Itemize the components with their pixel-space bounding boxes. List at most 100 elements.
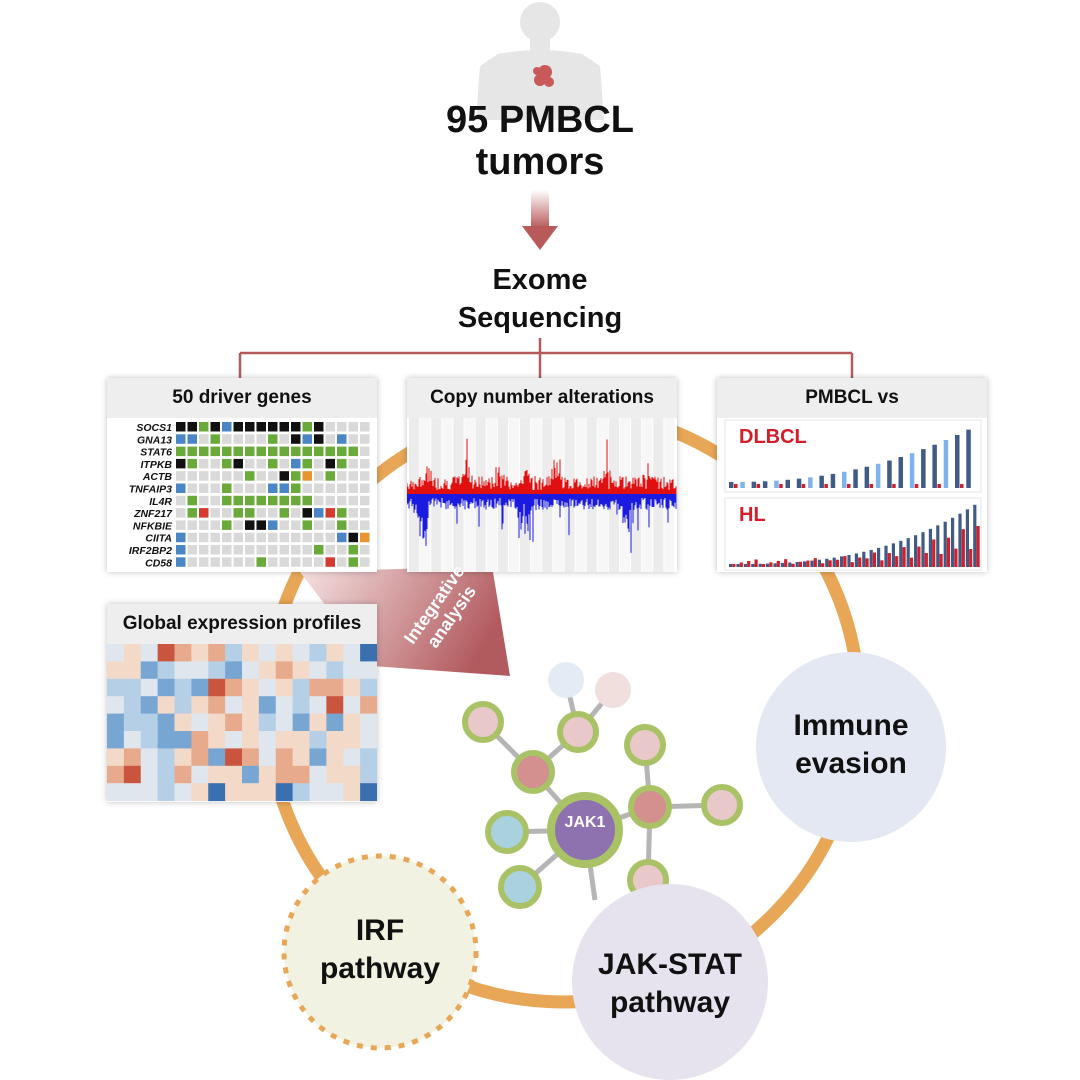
mutation-cell	[176, 458, 186, 469]
heatmap-cell	[157, 644, 175, 662]
heatmap-cell	[360, 731, 377, 749]
heatmap-cell	[208, 644, 226, 662]
irf-line1: IRF	[355, 914, 405, 947]
mutation-cell	[233, 483, 243, 493]
heatmap-cell	[225, 748, 243, 767]
mutation-cell	[348, 545, 358, 555]
heatmap-cell	[140, 783, 159, 802]
hl-bar-red	[747, 560, 751, 567]
mutation-cell	[222, 458, 232, 469]
mutation-cell	[176, 422, 186, 432]
heatmap-cell	[140, 765, 159, 784]
gene-label: SOCS1	[136, 422, 172, 434]
heatmap-cell	[258, 713, 277, 732]
heatmap-cell	[343, 644, 361, 662]
heatmap-cell	[123, 765, 142, 784]
mutation-cell	[279, 458, 289, 469]
tumor-title-line1: 95 PMBCL	[446, 99, 634, 141]
mutation-cell	[279, 545, 289, 555]
heatmap-cell	[107, 765, 125, 784]
heatmap-cell	[360, 765, 377, 784]
hl-bar	[884, 545, 888, 567]
heatmap-cell	[275, 661, 294, 680]
mutation-cell	[291, 483, 301, 493]
heatmap-cell	[292, 696, 310, 715]
mutation-cell	[222, 446, 232, 457]
mutation-cell	[360, 483, 370, 493]
mutation-cell	[314, 532, 324, 543]
mutation-cell	[337, 557, 347, 567]
network-node	[511, 750, 555, 794]
comparison-panel: PMBCL vs DLBCL HL	[717, 378, 987, 572]
mutation-cell	[199, 532, 209, 543]
hl-bar	[810, 560, 814, 567]
hl-bar-red	[976, 525, 980, 567]
jakstat-line1: JAK-STAT	[598, 948, 742, 981]
mutation-cell	[256, 508, 266, 518]
hl-bar-red	[895, 556, 899, 567]
irf-line2: pathway	[319, 951, 441, 985]
mutation-cell	[199, 483, 209, 493]
mutation-cell	[348, 422, 358, 432]
hl-bar-red	[791, 563, 795, 567]
heatmap-cell	[225, 765, 243, 784]
heatmap-cell	[107, 696, 125, 715]
heatmap-cell	[343, 765, 361, 784]
heatmap-cell	[123, 731, 142, 749]
mutation-cell	[337, 458, 347, 469]
mutation-cell	[360, 434, 370, 444]
mutation-cell	[291, 446, 301, 457]
heatmap-cell	[242, 678, 260, 697]
mutation-cell	[233, 471, 243, 481]
mutation-cell	[199, 446, 209, 457]
mutation-cell	[348, 483, 358, 493]
heatmap-cell	[191, 765, 209, 784]
mutation-cell	[199, 422, 209, 432]
heatmap-cell	[242, 731, 260, 749]
heatmap-cell	[208, 713, 226, 732]
hl-bar-red	[954, 548, 958, 567]
mutation-cell	[210, 434, 220, 444]
mutation-cell	[210, 422, 220, 432]
hl-bar-red	[761, 563, 766, 567]
tumor-title-line2: tumors	[475, 140, 605, 183]
hl-bar-red	[769, 562, 773, 567]
mutation-cell	[314, 434, 324, 444]
mutation-cell	[233, 458, 243, 469]
hl-bar-red	[909, 557, 914, 567]
heatmap-cell	[309, 644, 327, 662]
mutation-cell	[291, 495, 301, 506]
immune-line2: evasion	[795, 746, 907, 780]
heatmap-cell	[326, 644, 344, 662]
heatmap-cell	[275, 783, 294, 802]
mutation-cell	[176, 434, 186, 444]
hl-bar-red	[776, 560, 780, 567]
expression-panel: Global expression profiles	[107, 604, 377, 802]
mutation-cell	[245, 446, 255, 457]
heatmap-cell	[191, 748, 209, 767]
hl-bar	[766, 563, 770, 567]
mutation-cell	[360, 458, 370, 469]
heatmap-cell	[191, 644, 209, 662]
connector-lines	[238, 338, 854, 378]
network-node	[701, 784, 743, 826]
hl-bar	[869, 549, 873, 567]
dlbcl-bar	[909, 453, 915, 488]
heatmap-cell	[157, 731, 175, 749]
expression-heatmap	[107, 644, 377, 802]
mutation-cell	[302, 557, 312, 567]
gene-label: CD58	[145, 557, 172, 569]
hl-bar	[854, 553, 858, 567]
heatmap-cell	[107, 731, 125, 749]
mutation-cell	[245, 483, 255, 493]
mutation-cell	[337, 508, 347, 518]
immune-line1: Immune	[793, 709, 909, 742]
mutation-cell	[314, 508, 324, 518]
mutation-cell	[222, 434, 232, 444]
mutation-cell	[233, 557, 243, 567]
mutation-cell	[337, 545, 347, 555]
heatmap-cell	[157, 678, 175, 697]
mutation-cell	[360, 422, 370, 432]
mutation-cell	[360, 446, 370, 457]
heatmap-cell	[309, 678, 327, 697]
